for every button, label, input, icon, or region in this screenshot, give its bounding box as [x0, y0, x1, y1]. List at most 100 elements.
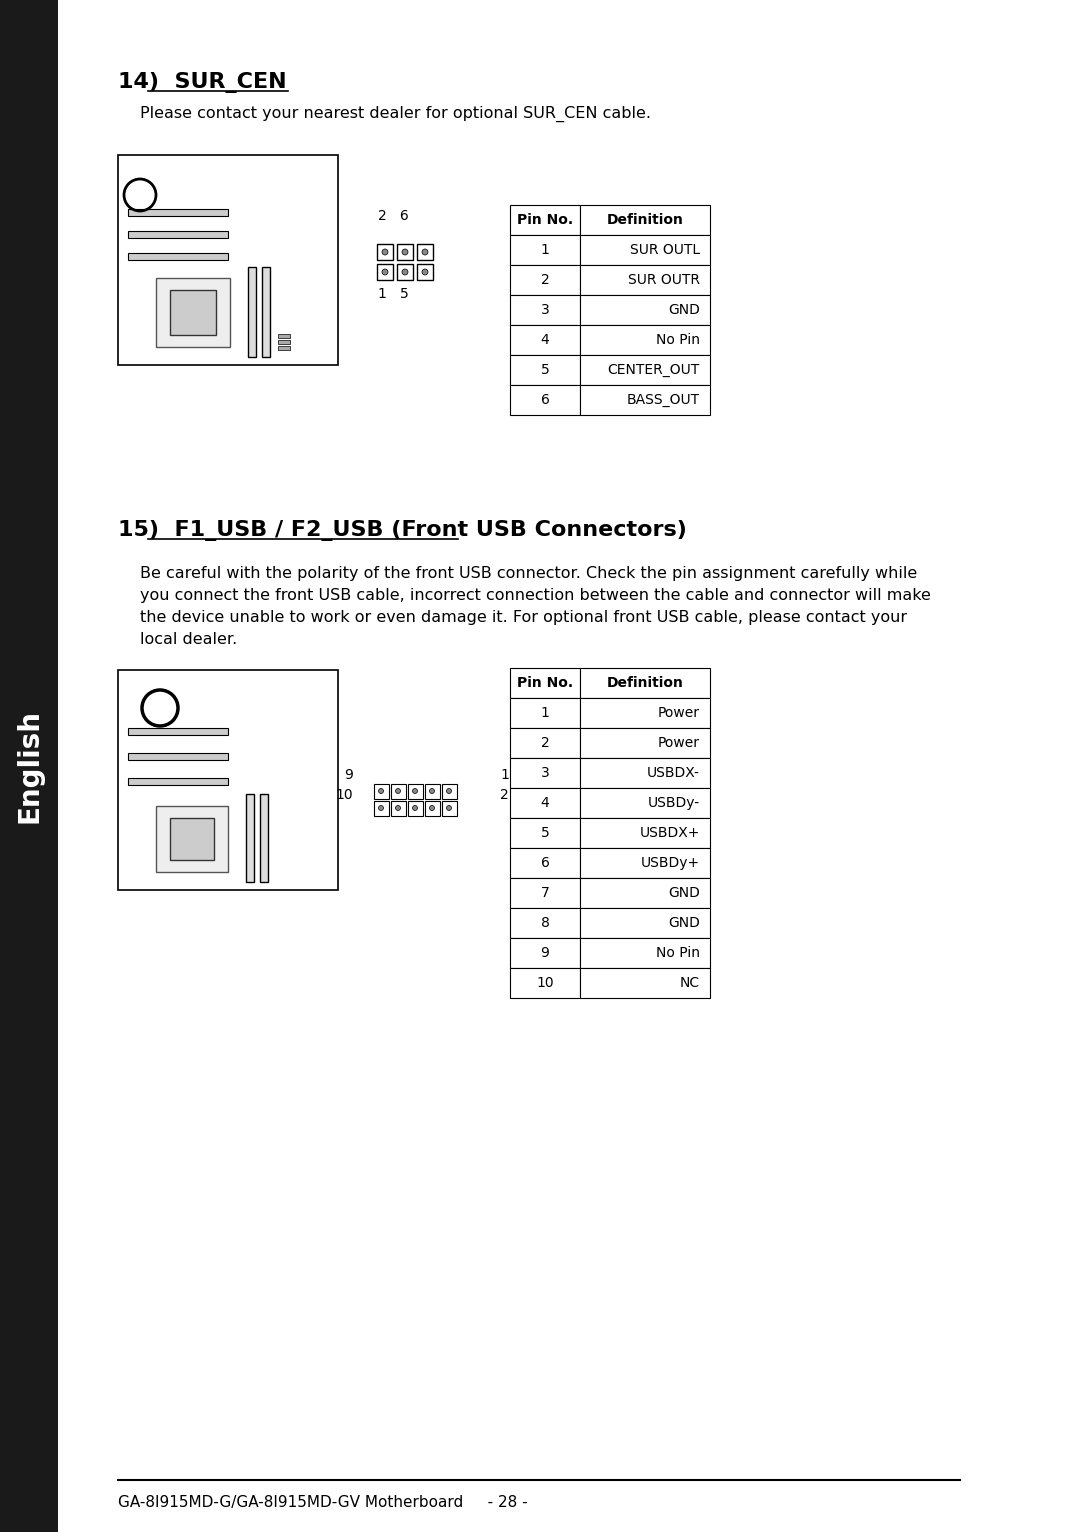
Text: 4: 4: [541, 332, 550, 348]
Text: English: English: [15, 709, 43, 823]
Bar: [510, 818, 580, 849]
Circle shape: [382, 250, 388, 254]
Circle shape: [402, 270, 408, 276]
Circle shape: [402, 250, 408, 254]
Bar: [260, 794, 268, 882]
Text: USBDX-: USBDX-: [647, 766, 700, 780]
Bar: [510, 728, 580, 758]
Text: SUR OUTR: SUR OUTR: [627, 273, 700, 286]
Bar: [580, 849, 710, 878]
Text: 3: 3: [541, 303, 550, 317]
Bar: [580, 728, 710, 758]
Bar: [510, 787, 580, 818]
Circle shape: [422, 250, 428, 254]
Text: 8: 8: [541, 916, 550, 930]
Text: 1: 1: [541, 706, 550, 720]
Circle shape: [382, 270, 388, 276]
Circle shape: [395, 789, 401, 794]
Bar: [246, 794, 254, 882]
Bar: [580, 787, 710, 818]
FancyBboxPatch shape: [442, 801, 457, 817]
Bar: [580, 355, 710, 385]
FancyBboxPatch shape: [408, 784, 423, 800]
Text: USBDX+: USBDX+: [639, 826, 700, 840]
Text: GND: GND: [669, 303, 700, 317]
Bar: [510, 908, 580, 938]
Text: 14)  SUR_CEN: 14) SUR_CEN: [118, 72, 286, 93]
Text: Power: Power: [658, 735, 700, 751]
Text: 4: 4: [541, 797, 550, 810]
Text: 6: 6: [541, 856, 550, 870]
Text: Definition: Definition: [607, 213, 684, 227]
Text: 10: 10: [536, 976, 554, 990]
Bar: [580, 968, 710, 997]
Bar: [510, 758, 580, 787]
Bar: [129, 231, 228, 237]
Text: 3: 3: [541, 766, 550, 780]
Bar: [510, 968, 580, 997]
FancyBboxPatch shape: [156, 806, 228, 872]
Text: GND: GND: [669, 916, 700, 930]
Circle shape: [413, 806, 418, 810]
Text: you connect the front USB cable, incorrect connection between the cable and conn: you connect the front USB cable, incorre…: [140, 588, 931, 604]
FancyBboxPatch shape: [426, 784, 440, 800]
Text: 10: 10: [336, 787, 353, 801]
Bar: [510, 878, 580, 908]
FancyBboxPatch shape: [391, 784, 406, 800]
Bar: [0, 0, 58, 1532]
Text: 2: 2: [541, 273, 550, 286]
Text: NC: NC: [680, 976, 700, 990]
Text: 9: 9: [541, 945, 550, 961]
FancyBboxPatch shape: [397, 264, 413, 280]
Text: Please contact your nearest dealer for optional SUR_CEN cable.: Please contact your nearest dealer for o…: [140, 106, 651, 123]
Bar: [510, 325, 580, 355]
Bar: [262, 267, 270, 357]
Bar: [129, 778, 228, 784]
Bar: [510, 938, 580, 968]
Bar: [248, 267, 256, 357]
Text: 2: 2: [500, 787, 509, 801]
Bar: [580, 668, 710, 699]
Circle shape: [446, 789, 451, 794]
FancyBboxPatch shape: [417, 244, 433, 260]
Text: 2   6: 2 6: [378, 208, 408, 224]
FancyBboxPatch shape: [426, 801, 440, 817]
Text: CENTER_OUT: CENTER_OUT: [608, 363, 700, 377]
Text: 5: 5: [541, 363, 550, 377]
FancyBboxPatch shape: [377, 264, 393, 280]
FancyBboxPatch shape: [170, 818, 214, 859]
Text: USBDy-: USBDy-: [648, 797, 700, 810]
Bar: [129, 208, 228, 216]
FancyBboxPatch shape: [118, 155, 338, 365]
Bar: [278, 346, 291, 349]
Bar: [580, 265, 710, 296]
Text: SUR OUTL: SUR OUTL: [630, 244, 700, 257]
Bar: [580, 205, 710, 234]
Text: 1: 1: [500, 768, 509, 781]
Bar: [580, 325, 710, 355]
Text: 2: 2: [541, 735, 550, 751]
Circle shape: [446, 806, 451, 810]
Text: BASS_OUT: BASS_OUT: [626, 394, 700, 408]
Bar: [510, 355, 580, 385]
Bar: [510, 265, 580, 296]
Text: GA-8I915MD-G/GA-8I915MD-GV Motherboard     - 28 -: GA-8I915MD-G/GA-8I915MD-GV Motherboard -…: [118, 1495, 528, 1511]
Text: the device unable to work or even damage it. For optional front USB cable, pleas: the device unable to work or even damage…: [140, 610, 907, 625]
FancyBboxPatch shape: [156, 277, 230, 348]
Bar: [580, 385, 710, 415]
Bar: [129, 754, 228, 760]
Bar: [510, 699, 580, 728]
Circle shape: [395, 806, 401, 810]
FancyBboxPatch shape: [442, 784, 457, 800]
FancyBboxPatch shape: [417, 264, 433, 280]
Bar: [510, 668, 580, 699]
FancyBboxPatch shape: [408, 801, 423, 817]
Bar: [510, 234, 580, 265]
Text: 5: 5: [541, 826, 550, 840]
FancyBboxPatch shape: [118, 669, 338, 890]
Text: Power: Power: [658, 706, 700, 720]
Circle shape: [430, 806, 434, 810]
Bar: [510, 849, 580, 878]
Bar: [510, 385, 580, 415]
Text: 9: 9: [345, 768, 353, 781]
